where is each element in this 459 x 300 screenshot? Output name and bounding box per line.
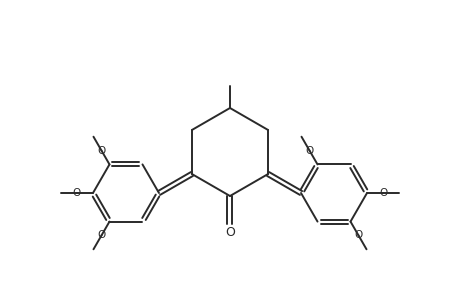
Text: O: O [378, 188, 386, 198]
Text: O: O [97, 230, 106, 240]
Text: O: O [305, 146, 313, 156]
Text: O: O [97, 146, 106, 156]
Text: O: O [73, 188, 81, 198]
Text: O: O [224, 226, 235, 239]
Text: O: O [353, 230, 362, 240]
